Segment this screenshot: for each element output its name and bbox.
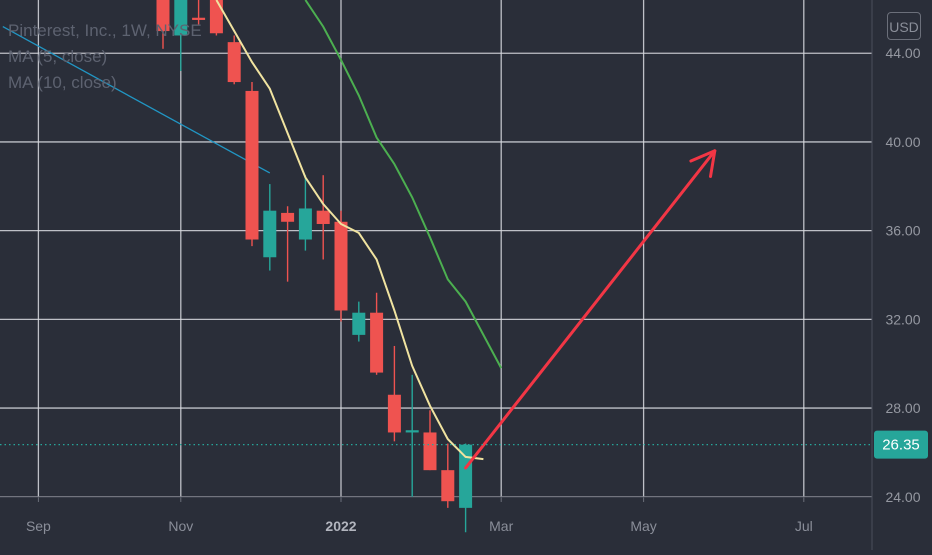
y-tick-label: 44.00 xyxy=(885,45,920,61)
candle-body xyxy=(298,208,312,240)
candle-body xyxy=(459,444,473,508)
candle-body xyxy=(156,0,170,32)
y-tick-label: 36.00 xyxy=(885,223,920,239)
candle-body xyxy=(192,17,206,20)
ma5-line xyxy=(215,0,484,461)
candle-body xyxy=(174,0,188,36)
candle-body xyxy=(316,210,330,224)
trendline xyxy=(2,26,271,174)
x-tick-label: Sep xyxy=(26,518,51,534)
x-tick-label: Jul xyxy=(795,518,813,534)
x-tick-label: Mar xyxy=(489,518,513,534)
y-tick-label: 40.00 xyxy=(885,134,920,150)
legend-ma10[interactable]: MA (10, close) xyxy=(8,73,117,92)
candle-body xyxy=(227,42,241,83)
candle-body xyxy=(387,394,401,433)
x-tick-label: Nov xyxy=(168,518,193,534)
chart-legend: Pinterest, Inc., 1W, NYSE MA (5, close) … xyxy=(8,18,202,96)
candle-body xyxy=(209,0,223,34)
candle-body xyxy=(352,312,366,335)
candle-body xyxy=(245,90,259,240)
last-price-label-bg xyxy=(874,430,928,459)
candle-body xyxy=(370,312,384,373)
y-tick-label: 32.00 xyxy=(885,311,920,327)
x-tick-label: May xyxy=(630,518,656,534)
candle-body xyxy=(281,212,295,222)
legend-symbol-title[interactable]: Pinterest, Inc., 1W, NYSE xyxy=(8,21,202,40)
candle-body xyxy=(334,221,348,311)
candle-body xyxy=(423,432,437,471)
candle-body xyxy=(405,430,419,433)
currency-button[interactable]: USD xyxy=(887,12,921,40)
arrow-head xyxy=(689,149,717,178)
legend-ma5[interactable]: MA (5, close) xyxy=(8,47,108,66)
arrow-line xyxy=(464,149,717,470)
candle-body xyxy=(263,210,277,258)
candle-body xyxy=(441,470,455,502)
y-tick-label: 24.00 xyxy=(885,489,920,505)
last-price-label: 26.35 xyxy=(882,437,920,454)
ma10-line xyxy=(304,0,503,369)
y-tick-label: 28.00 xyxy=(885,400,920,416)
x-tick-label: 2022 xyxy=(325,518,356,534)
